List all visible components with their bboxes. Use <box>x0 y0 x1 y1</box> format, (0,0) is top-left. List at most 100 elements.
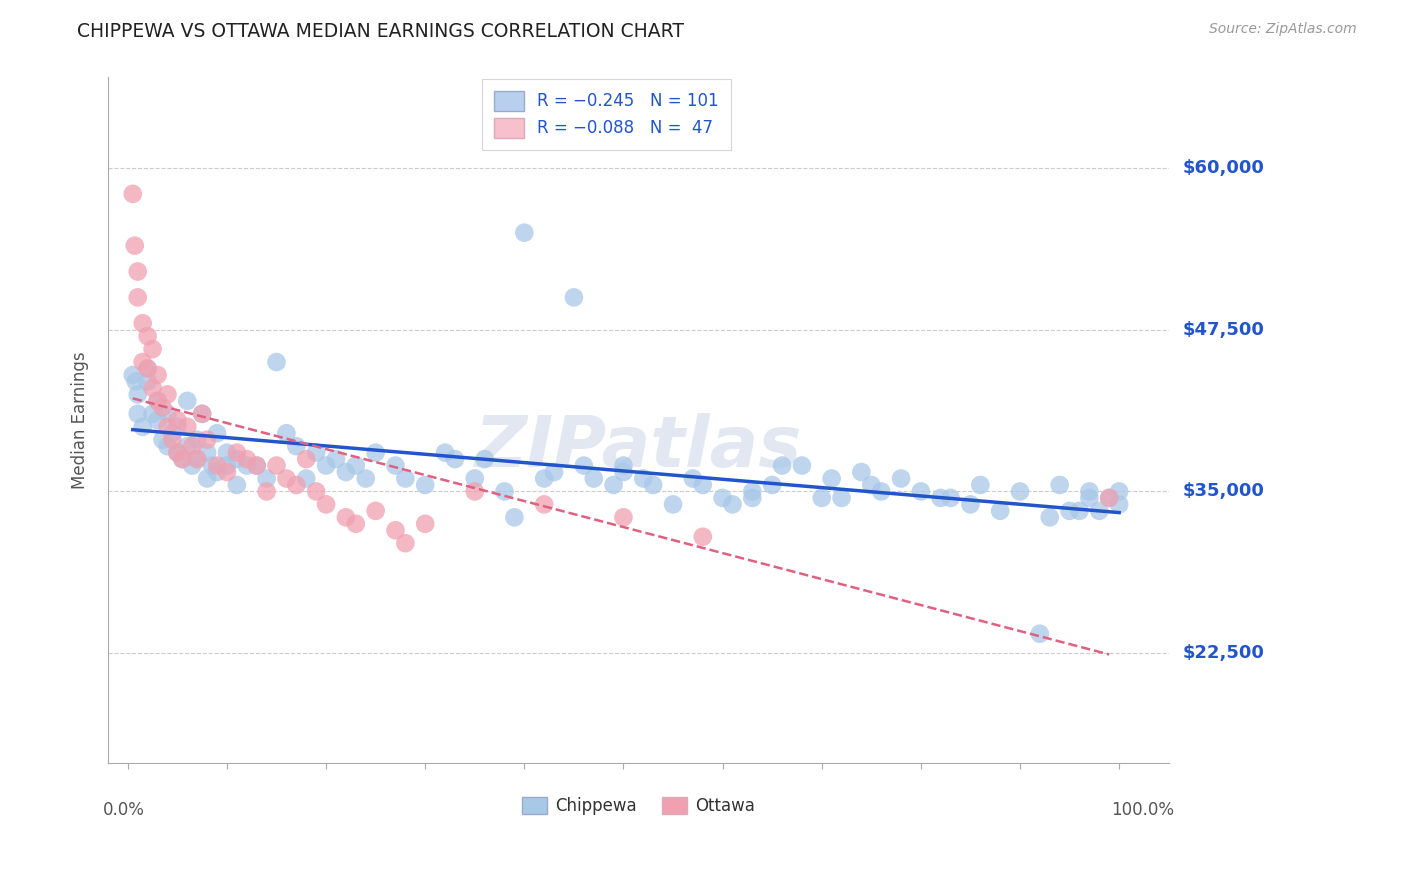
Text: Source: ZipAtlas.com: Source: ZipAtlas.com <box>1209 22 1357 37</box>
Point <box>910 484 932 499</box>
Point <box>770 458 793 473</box>
Point <box>215 465 238 479</box>
Point <box>152 401 174 415</box>
Point <box>612 465 634 479</box>
Point <box>305 445 328 459</box>
Point <box>162 433 184 447</box>
Point <box>285 478 308 492</box>
Point <box>195 471 218 485</box>
Point <box>325 452 347 467</box>
Point <box>127 407 149 421</box>
Point <box>1029 626 1052 640</box>
Point <box>156 439 179 453</box>
Point <box>121 186 143 201</box>
Point <box>821 471 844 485</box>
Point <box>315 497 337 511</box>
Point <box>246 458 269 473</box>
Point <box>870 484 893 499</box>
Point <box>195 433 218 447</box>
Point <box>364 504 387 518</box>
Point <box>464 484 486 499</box>
Text: $60,000: $60,000 <box>1182 159 1264 177</box>
Point <box>464 471 486 485</box>
Point <box>413 516 436 531</box>
Point <box>741 491 763 505</box>
Point <box>124 238 146 252</box>
Point <box>1098 491 1121 505</box>
Point <box>810 491 832 505</box>
Point <box>142 407 165 421</box>
Point <box>176 419 198 434</box>
Point <box>533 497 555 511</box>
Point <box>533 471 555 485</box>
Point <box>162 426 184 441</box>
Text: 100.0%: 100.0% <box>1111 801 1174 819</box>
Point <box>236 458 259 473</box>
Point <box>215 458 238 473</box>
Point <box>146 393 169 408</box>
Point <box>1059 504 1081 518</box>
Point <box>335 465 357 479</box>
Point <box>1098 491 1121 505</box>
Point <box>969 478 991 492</box>
Point <box>131 355 153 369</box>
Point <box>939 491 962 505</box>
Point <box>692 478 714 492</box>
Point <box>434 445 457 459</box>
Point <box>156 419 179 434</box>
Text: $22,500: $22,500 <box>1182 644 1264 662</box>
Point <box>191 407 214 421</box>
Point <box>474 452 496 467</box>
Point <box>692 530 714 544</box>
Point <box>276 471 298 485</box>
Point <box>205 458 228 473</box>
Legend: Chippewa, Ottawa: Chippewa, Ottawa <box>513 789 763 823</box>
Point <box>1088 504 1111 518</box>
Point <box>1039 510 1062 524</box>
Point <box>503 510 526 524</box>
Point <box>612 510 634 524</box>
Point <box>146 413 169 427</box>
Point <box>215 445 238 459</box>
Point <box>354 471 377 485</box>
Point <box>172 452 194 467</box>
Point <box>344 458 367 473</box>
Point <box>186 433 208 447</box>
Point <box>201 458 224 473</box>
Point <box>195 445 218 459</box>
Point <box>1108 497 1130 511</box>
Point <box>929 491 952 505</box>
Point <box>305 484 328 499</box>
Point <box>413 478 436 492</box>
Point <box>444 452 467 467</box>
Point <box>543 465 565 479</box>
Point <box>136 375 159 389</box>
Point <box>181 439 204 453</box>
Point <box>295 452 318 467</box>
Point <box>761 478 783 492</box>
Point <box>335 510 357 524</box>
Point <box>205 465 228 479</box>
Point <box>711 491 734 505</box>
Point <box>256 484 278 499</box>
Point <box>191 407 214 421</box>
Point <box>121 368 143 382</box>
Point <box>1049 478 1071 492</box>
Point <box>662 497 685 511</box>
Point <box>315 458 337 473</box>
Text: CHIPPEWA VS OTTAWA MEDIAN EARNINGS CORRELATION CHART: CHIPPEWA VS OTTAWA MEDIAN EARNINGS CORRE… <box>77 22 685 41</box>
Point <box>256 471 278 485</box>
Point <box>225 452 247 467</box>
Point <box>225 478 247 492</box>
Point <box>172 452 194 467</box>
Point <box>125 375 148 389</box>
Point <box>562 290 585 304</box>
Point <box>186 452 208 467</box>
Point <box>790 458 813 473</box>
Text: $35,000: $35,000 <box>1182 483 1264 500</box>
Point <box>127 290 149 304</box>
Point <box>156 407 179 421</box>
Point <box>146 393 169 408</box>
Point <box>205 426 228 441</box>
Point <box>152 433 174 447</box>
